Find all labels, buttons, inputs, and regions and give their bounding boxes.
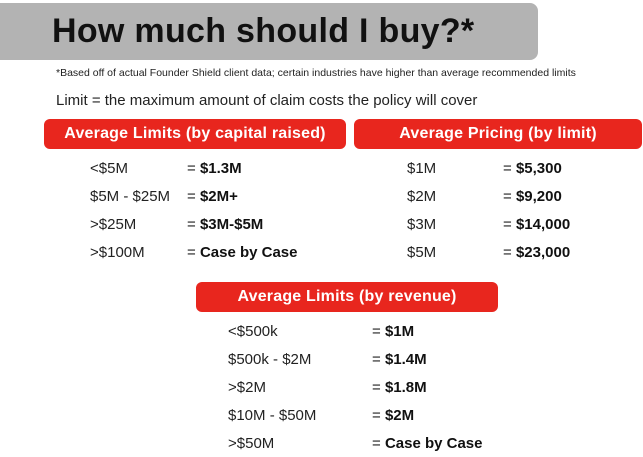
revenue-limit-value: = $2M	[372, 406, 415, 424]
price-value: = $14,000	[503, 215, 571, 233]
revenue-limit-value: = $1.8M	[372, 378, 427, 396]
capital-limit-value: = $1.3M	[187, 159, 242, 177]
price-value: = $9,200	[503, 187, 562, 205]
revenue-range-label: $500k - $2M	[228, 350, 312, 368]
revenue-section-heading: Average Limits (by revenue)	[196, 282, 498, 312]
revenue-range-label: <$500k	[228, 322, 278, 340]
capital-range-label: >$100M	[90, 243, 145, 261]
revenue-range-label: >$2M	[228, 378, 266, 396]
price-value: = $5,300	[503, 159, 562, 177]
capital-range-label: $5M - $25M	[90, 187, 171, 205]
capital-section-heading: Average Limits (by capital raised)	[44, 119, 346, 149]
capital-limit-value: = $3M-$5M	[187, 215, 264, 233]
capital-limit-value: = Case by Case	[187, 243, 298, 261]
limit-definition: Limit = the maximum amount of claim cost…	[56, 92, 478, 109]
capital-limit-value: = $2M+	[187, 187, 238, 205]
limit-amount-label: $1M	[407, 159, 437, 177]
limit-amount-label: $5M	[407, 243, 437, 261]
revenue-range-label: $10M - $50M	[228, 406, 317, 424]
revenue-limit-value: = $1.4M	[372, 350, 427, 368]
page-title: How much should I buy?*	[52, 12, 475, 50]
pricing-section-heading: Average Pricing (by limit)	[354, 119, 642, 149]
footnote: *Based off of actual Founder Shield clie…	[56, 67, 576, 79]
limit-amount-label: $3M	[407, 215, 437, 233]
limit-amount-label: $2M	[407, 187, 437, 205]
title-banner	[0, 3, 538, 60]
revenue-limit-value: = Case by Case	[372, 434, 483, 452]
capital-range-label: <$5M	[90, 159, 128, 177]
revenue-range-label: >$50M	[228, 434, 275, 452]
revenue-limit-value: = $1M	[372, 322, 415, 340]
price-value: = $23,000	[503, 243, 571, 261]
capital-range-label: >$25M	[90, 215, 137, 233]
